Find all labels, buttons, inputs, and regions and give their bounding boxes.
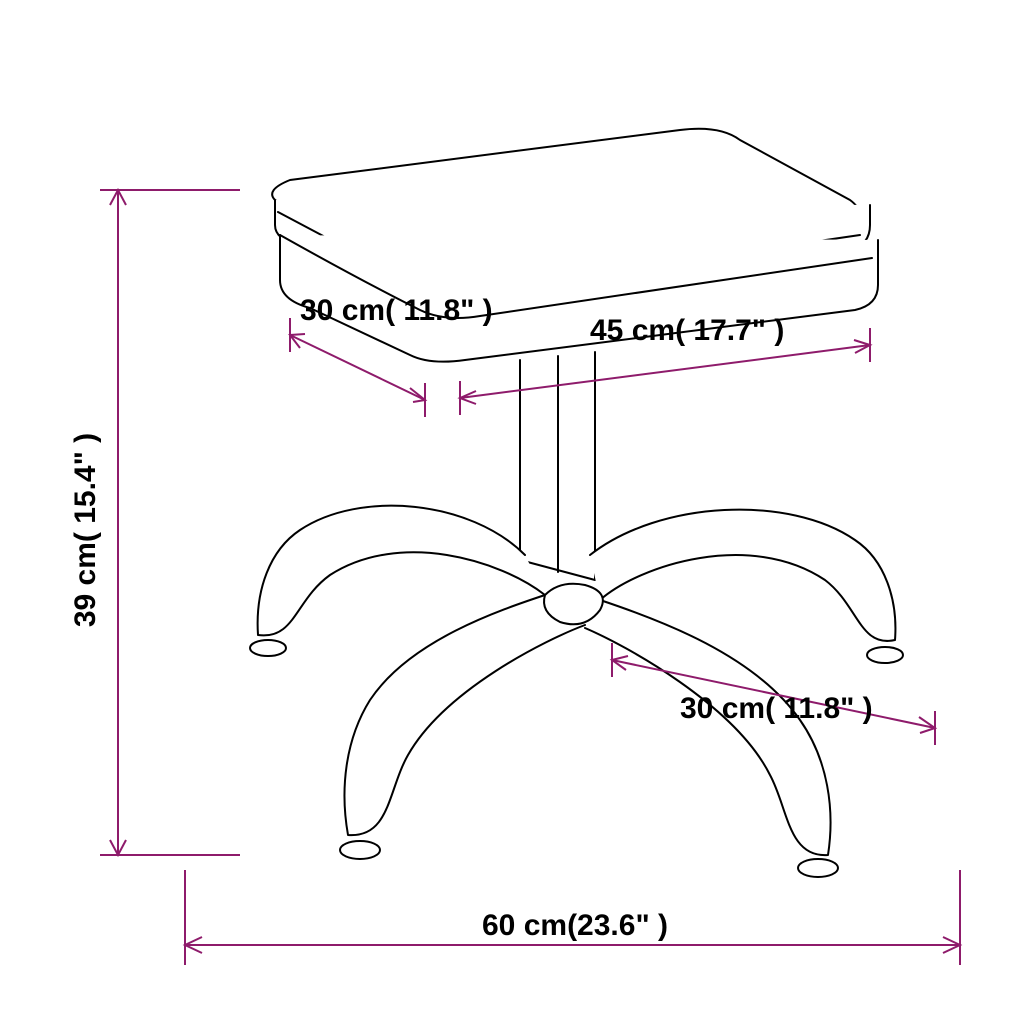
dim-base-width-label: 60 cm(23.6" )	[482, 909, 668, 942]
dim-height-label: 39 cm( 15.4" )	[69, 433, 102, 627]
dim-height: 39 cm( 15.4" )	[69, 190, 240, 855]
dim-leg-radius-label: 30 cm( 11.8" )	[680, 692, 873, 725]
dim-seat-depth-label: 30 cm( 11.8" )	[300, 294, 493, 327]
dim-seat-width-label: 45 cm( 17.7" )	[590, 314, 784, 347]
dim-base-width: 60 cm(23.6" )	[185, 870, 960, 965]
